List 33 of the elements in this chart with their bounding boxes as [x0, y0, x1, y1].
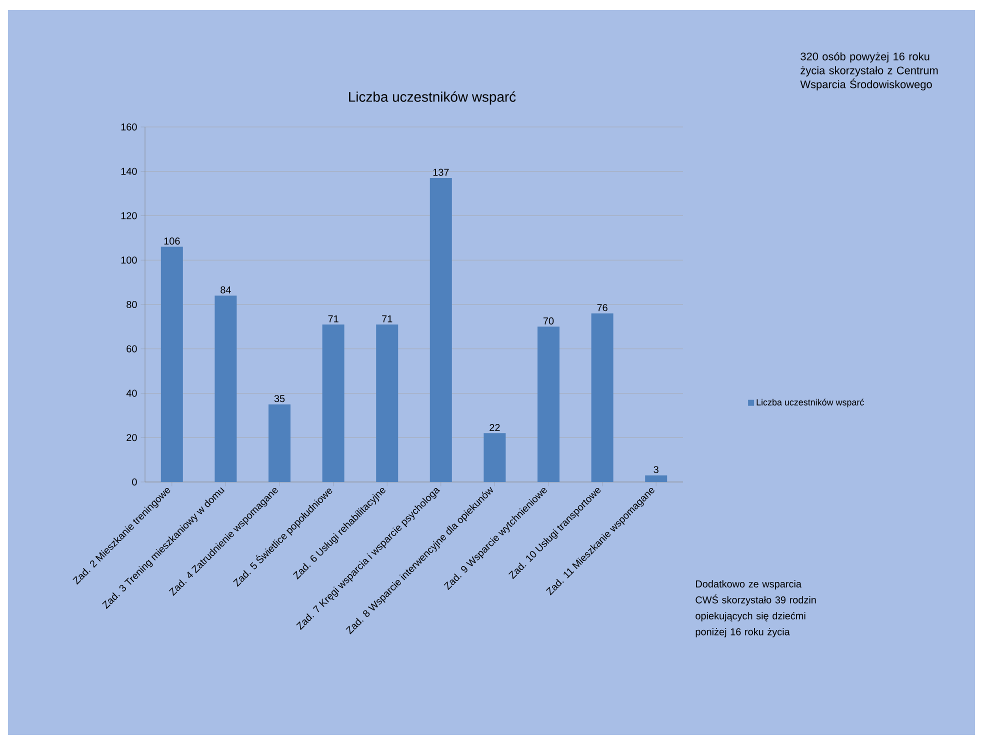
data-label: 3	[654, 466, 658, 474]
data-label: 71	[382, 315, 392, 322]
y-tick-label: 120	[121, 212, 137, 220]
data-label: 71	[328, 315, 338, 322]
data-label: 137	[433, 168, 449, 176]
bar	[160, 246, 183, 482]
chart-title: Liczba uczestników wsparć	[349, 91, 516, 105]
y-tick-label: 80	[126, 300, 137, 308]
data-label: 70	[543, 317, 554, 324]
y-tick-label: 60	[126, 345, 137, 352]
y-tick-label: 0	[132, 478, 137, 486]
bar	[268, 404, 291, 482]
bar	[484, 433, 506, 482]
data-label: 84	[220, 286, 231, 294]
bar	[214, 296, 237, 482]
y-tick-label: 20	[126, 434, 137, 442]
legend-label: Liczba uczestników wsparć	[756, 398, 864, 408]
y-tick-label: 160	[121, 123, 137, 131]
text: 320 osób powyżej 16 roku życia skorzystało z Centrum Wsparcia Środowiskowego	[800, 52, 938, 90]
data-label: 35	[274, 395, 285, 402]
bar	[430, 178, 452, 482]
data-label: 76	[597, 304, 608, 312]
bar	[538, 326, 560, 482]
bar	[322, 324, 344, 482]
y-tick-label: 40	[126, 390, 137, 397]
data-label: 106	[164, 238, 180, 245]
bar	[645, 475, 668, 482]
y-tick-label: 100	[121, 256, 137, 264]
data-label: 22	[490, 424, 500, 431]
y-tick-label: 140	[121, 168, 137, 175]
bar	[591, 313, 614, 482]
text: Dodatkowo ze wsparcia CWŚ skorzystało 39 rodzin opiekujących się dziećmi poniżej 16 roku życia	[696, 580, 816, 638]
bar	[376, 324, 398, 482]
